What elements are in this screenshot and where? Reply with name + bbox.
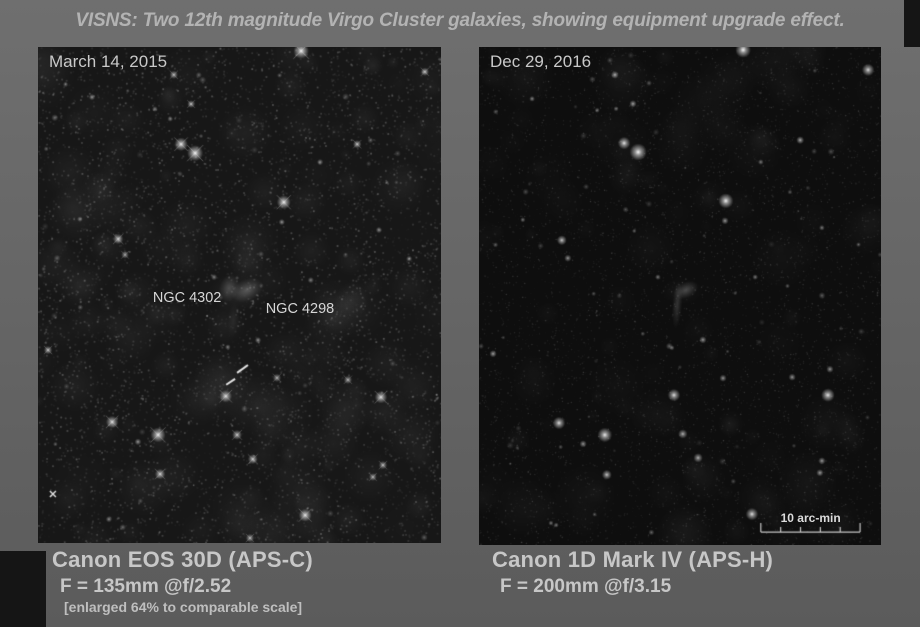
starfield-canvas-2015: [38, 47, 441, 543]
date-label-2015: March 14, 2015: [49, 52, 168, 71]
galaxy-label: NGC 4302: [152, 290, 222, 307]
astro-image-2016: Dec 29, 2016 10 arc-min: [479, 47, 881, 545]
galaxy-label: NGC 4298: [265, 300, 335, 317]
lens-spec-left: F = 135mm @f/2.52: [60, 575, 232, 597]
camera-name-left: Canon EOS 30D (APS-C): [52, 547, 313, 572]
caption-left: Canon EOS 30D (APS-C) F = 135mm @f/2.52 …: [52, 547, 313, 616]
camera-name-right: Canon 1D Mark IV (APS-H): [492, 547, 774, 572]
lens-spec-right: F = 200mm @f/3.15: [500, 575, 672, 597]
page-title: VISNS: Two 12th magnitude Virgo Cluster …: [75, 10, 845, 31]
date-label-2016: Dec 29, 2016: [490, 52, 592, 71]
scale-note-left: [enlarged 64% to comparable scale]: [64, 598, 303, 615]
black-corner-bottom-left: [0, 551, 46, 627]
astro-image-2015: March 14, 2015 NGC 4302 NGC 4298: [38, 47, 441, 543]
black-corner-top-right: [904, 0, 920, 47]
starfield-canvas-2016: [479, 47, 881, 545]
caption-right: Canon 1D Mark IV (APS-H) F = 200mm @f/3.…: [492, 547, 774, 597]
scale-bar-label: 10 arc-min: [780, 511, 841, 526]
